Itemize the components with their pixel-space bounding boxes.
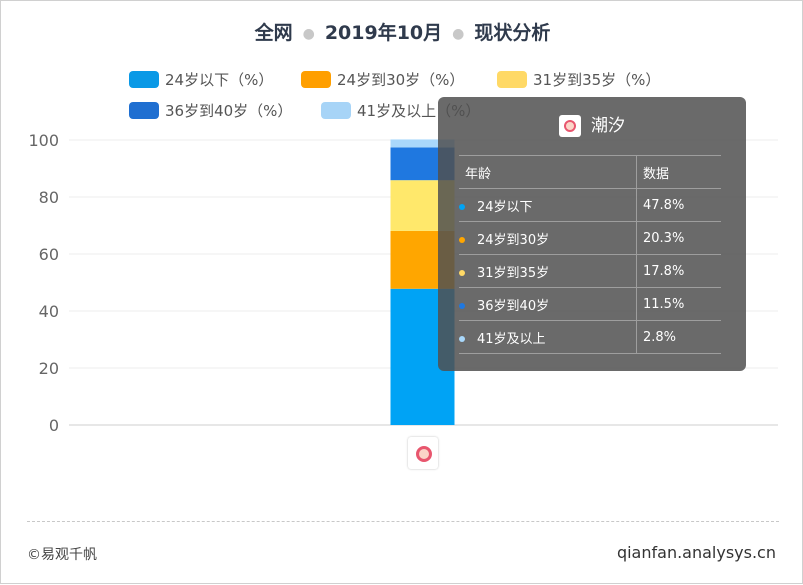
series-dot-icon [459, 303, 465, 309]
tooltip-row-label-cell: 36岁到40岁 [459, 287, 637, 321]
legend-label: 24岁以下（%） [165, 71, 274, 89]
legend-item-31to35[interactable]: 31岁到35岁（%） [497, 69, 660, 89]
legend-swatch [129, 102, 159, 119]
tooltip-row-label: 36岁到40岁 [477, 298, 550, 314]
tooltip-row-label-cell: 24岁以下 [459, 188, 637, 222]
series-dot-icon [459, 336, 465, 342]
tooltip-row: 36岁到40岁 11.5% [459, 287, 721, 321]
title-subject: 现状分析 [474, 22, 551, 44]
chart-title: 全网 ● 2019年10月 ● 现状分析 [1, 18, 803, 45]
footer-divider [27, 521, 779, 522]
tooltip-row-value: 17.8% [636, 254, 721, 288]
y-tick-label: 100 [28, 131, 59, 150]
legend-item-24to30[interactable]: 24岁到30岁（%） [301, 69, 464, 89]
tooltip-app-name: 潮汐 [591, 116, 625, 136]
legend-swatch [301, 71, 331, 88]
legend-label: 36岁到40岁（%） [165, 102, 293, 120]
legend-label: 24岁到30岁（%） [337, 71, 465, 89]
y-tick-label: 80 [39, 188, 59, 207]
tooltip-row: 41岁及以上 2.8% [459, 320, 721, 354]
app-logo-icon[interactable] [408, 437, 438, 469]
legend-item-36to40[interactable]: 36岁到40岁（%） [129, 100, 292, 120]
title-separator-dot: ● [452, 25, 465, 42]
series-dot-icon [459, 204, 465, 210]
tooltip-header: 潮汐 [438, 111, 746, 137]
tooltip-row-label-cell: 41岁及以上 [459, 320, 637, 354]
title-separator-dot: ● [302, 25, 315, 42]
legend-item-under24[interactable]: 24岁以下（%） [129, 69, 273, 89]
tooltip-row: 24岁到30岁 20.3% [459, 221, 721, 255]
title-platform: 全网 [254, 22, 293, 44]
y-tick-label: 60 [39, 245, 59, 264]
y-tick-label: 20 [39, 359, 59, 378]
tooltip: 潮汐 年龄 数据 24岁以下 47.8% 24岁到30岁 20.3% 31岁到3… [438, 97, 746, 371]
legend-swatch [129, 71, 159, 88]
bar-segment[interactable] [390, 139, 455, 148]
title-period: 2019年10月 [324, 22, 443, 44]
tooltip-row-value: 11.5% [636, 287, 721, 321]
footer-site-link[interactable]: qianfan.analysys.cn [616, 543, 776, 562]
tooltip-table: 年龄 数据 24岁以下 47.8% 24岁到30岁 20.3% 31岁到35岁 … [459, 155, 721, 354]
legend-swatch [497, 71, 527, 88]
tooltip-row-label-cell: 31岁到35岁 [459, 254, 637, 288]
legend-swatch [321, 102, 351, 119]
tooltip-row-label: 41岁及以上 [477, 331, 546, 347]
y-tick-label: 40 [39, 302, 59, 321]
tooltip-row-label: 24岁以下 [477, 199, 533, 215]
tooltip-col-age: 年龄 [459, 155, 637, 189]
tooltip-row: 24岁以下 47.8% [459, 188, 721, 222]
app-logo-icon [559, 115, 581, 137]
tooltip-row-value: 20.3% [636, 221, 721, 255]
tooltip-row: 31岁到35岁 17.8% [459, 254, 721, 288]
series-dot-icon [459, 237, 465, 243]
series-dot-icon [459, 270, 465, 276]
legend-label: 31岁到35岁（%） [533, 71, 661, 89]
tooltip-row-label: 31岁到35岁 [477, 265, 550, 281]
tooltip-row-label: 24岁到30岁 [477, 232, 550, 248]
tooltip-row-value: 47.8% [636, 188, 721, 222]
tooltip-col-data: 数据 [636, 155, 721, 189]
tooltip-row-label-cell: 24岁到30岁 [459, 221, 637, 255]
tooltip-row-value: 2.8% [636, 320, 721, 354]
footer-copyright: ©易观千帆 [27, 547, 97, 563]
tooltip-header-row: 年龄 数据 [459, 155, 721, 189]
y-tick-label: 0 [49, 416, 59, 435]
